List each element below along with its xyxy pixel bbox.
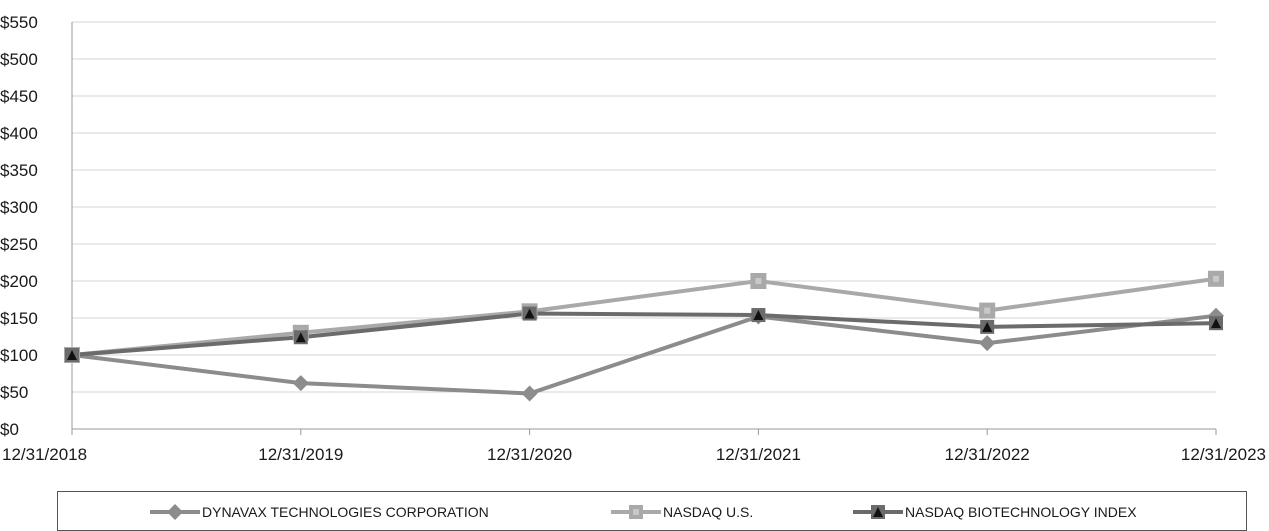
x-tick-label: 12/31/2021 <box>716 445 801 464</box>
legend-label-nasdaq-us: NASDAQ U.S. <box>663 504 754 520</box>
y-tick-label: $550 <box>0 13 38 32</box>
y-tick-label: $100 <box>0 346 38 365</box>
data-point-square-center <box>1213 275 1219 282</box>
line-chart: $0 $50 $100 $150 $200 $250 $300 $350 $400 $450 $50… <box>0 13 1266 464</box>
data-point-diamond <box>292 375 309 392</box>
y-tick-label: $0 <box>0 420 19 439</box>
data-point-triangle <box>67 350 77 360</box>
legend-item-dynavax: DYNAVAX TECHNOLOGIES CORPORATION <box>150 502 489 522</box>
series-line-0 <box>71 313 1217 396</box>
data-point-triangle <box>753 310 764 321</box>
legend-swatch-square <box>611 502 661 522</box>
data-point-diamond <box>521 385 538 402</box>
y-tick-label: $400 <box>0 124 38 143</box>
legend-swatch-triangle <box>853 502 903 522</box>
x-tick-label: 12/31/2023 <box>1181 445 1266 464</box>
data-point-triangle <box>295 332 306 343</box>
series-line-2 <box>71 311 1217 357</box>
y-tick-label: $350 <box>0 161 38 180</box>
data-point-square-center <box>755 278 762 284</box>
legend-label-nasdaq-biotech: NASDAQ BIOTECHNOLOGY INDEX <box>905 504 1137 520</box>
y-tick-label: $300 <box>0 198 38 217</box>
y-tick-label: $250 <box>0 235 38 254</box>
series-line-1 <box>71 276 1217 357</box>
y-tick-label: $500 <box>0 50 38 69</box>
data-point-triangle <box>524 308 535 319</box>
y-tick-label: $150 <box>0 309 38 328</box>
data-point-square-center <box>984 307 991 314</box>
y-tick-label: $450 <box>0 87 38 106</box>
legend-swatch-diamond <box>150 502 200 522</box>
y-tick-label: $200 <box>0 272 38 291</box>
data-point-triangle <box>982 321 993 332</box>
data-point-triangle <box>1211 318 1221 329</box>
x-tick-label: 12/31/2018 <box>2 445 87 464</box>
legend: DYNAVAX TECHNOLOGIES CORPORATION NASDAQ … <box>57 491 1247 531</box>
y-tick-label: $50 <box>0 383 28 402</box>
data-point-diamond <box>979 335 996 352</box>
x-tick-label: 12/31/2019 <box>258 445 343 464</box>
x-tick-label: 12/31/2020 <box>487 445 572 464</box>
x-tick-label: 12/31/2022 <box>945 445 1030 464</box>
legend-label-dynavax: DYNAVAX TECHNOLOGIES CORPORATION <box>202 504 489 520</box>
legend-item-nasdaq-biotech: NASDAQ BIOTECHNOLOGY INDEX <box>853 502 1137 522</box>
legend-item-nasdaq-us: NASDAQ U.S. <box>611 502 753 522</box>
